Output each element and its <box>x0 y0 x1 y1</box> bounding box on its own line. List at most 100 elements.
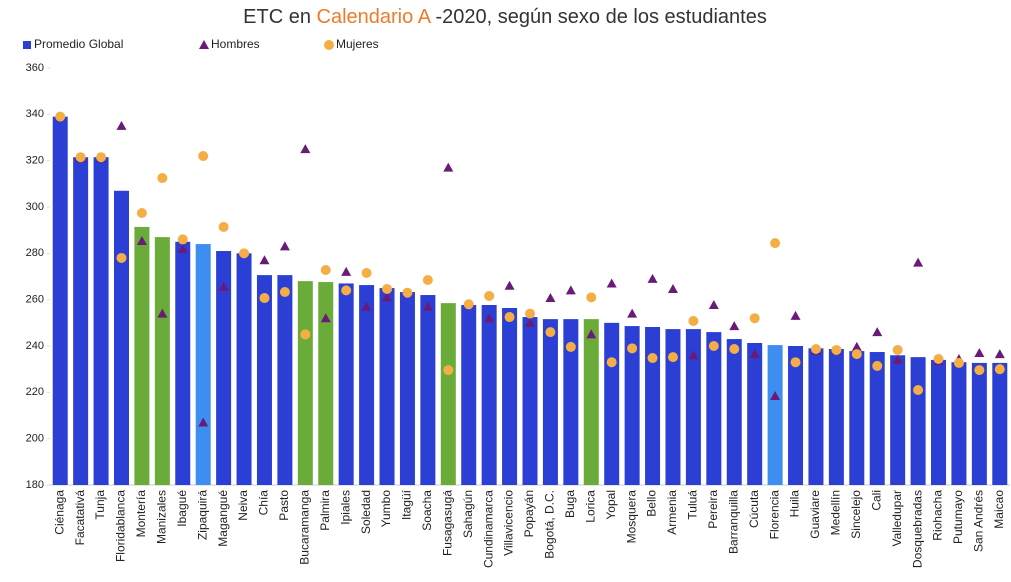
bar <box>685 329 701 485</box>
point <box>831 344 842 355</box>
x-tick-label: Sincelejo <box>849 490 863 539</box>
x-tick-label: Ibagué <box>175 490 189 527</box>
bar <box>869 352 885 485</box>
bar <box>216 251 232 485</box>
y-tick-label: 200 <box>26 433 44 445</box>
bar <box>910 357 926 485</box>
point <box>116 120 127 130</box>
point <box>463 299 474 310</box>
point <box>136 236 147 246</box>
bar <box>73 157 89 486</box>
bar <box>951 362 967 485</box>
point <box>606 357 617 368</box>
point <box>606 278 617 288</box>
x-tick-label: Soledad <box>359 490 373 534</box>
point <box>667 352 678 363</box>
point <box>259 293 270 304</box>
legend-swatch <box>199 40 209 49</box>
bar <box>522 317 538 485</box>
point <box>565 341 576 352</box>
x-tick-label: Manizales <box>155 490 169 544</box>
legend-label: Promedio Global <box>34 37 123 51</box>
point <box>177 234 188 245</box>
x-tick-label: Florencia <box>767 490 781 540</box>
x-tick-label: Valledupar <box>890 490 904 546</box>
point <box>279 241 290 251</box>
point <box>974 365 985 376</box>
bar <box>931 359 947 485</box>
point <box>361 268 372 279</box>
point <box>729 321 740 331</box>
point <box>484 313 495 323</box>
bar <box>624 326 640 485</box>
point <box>504 312 515 323</box>
bar <box>481 304 497 485</box>
bar <box>195 244 211 485</box>
point <box>647 273 658 283</box>
x-tick-label: San Andrés <box>972 490 986 552</box>
bar <box>420 295 436 485</box>
point <box>851 341 862 351</box>
bar <box>563 319 579 485</box>
point <box>994 364 1005 375</box>
point <box>525 317 535 327</box>
bar <box>849 351 865 485</box>
bar <box>338 283 354 485</box>
bar <box>399 292 415 485</box>
point <box>892 354 903 364</box>
bar <box>359 285 375 485</box>
x-tick-label: Pasto <box>277 490 291 521</box>
point <box>300 144 311 154</box>
x-tick-label: Tunja <box>93 490 107 520</box>
x-tick-label: Pereira <box>706 490 720 529</box>
point <box>402 287 413 298</box>
y-tick-label: 320 <box>26 155 44 167</box>
x-tick-label: Ipiales <box>338 490 352 525</box>
x-tick-label: Itagüí <box>400 489 414 520</box>
point <box>994 349 1005 359</box>
point <box>872 360 883 371</box>
bar <box>154 237 170 485</box>
bar <box>93 157 109 486</box>
bar <box>256 275 272 485</box>
point <box>279 287 290 298</box>
title-part: Calendario A <box>317 6 432 28</box>
point <box>157 308 168 318</box>
point <box>913 257 924 267</box>
point <box>770 391 781 401</box>
x-tick-label: Villavicencio <box>502 490 516 556</box>
x-tick-label: Soacha <box>420 490 434 531</box>
y-tick-label: 220 <box>26 386 44 398</box>
point <box>586 292 597 303</box>
bar <box>502 308 518 485</box>
x-tick-label: Medellín <box>829 490 843 535</box>
point <box>443 162 454 172</box>
point <box>136 208 147 219</box>
y-tick-label: 340 <box>26 108 44 120</box>
x-tick-label: Neiva <box>236 490 250 521</box>
point <box>259 255 270 265</box>
point <box>341 285 352 296</box>
point <box>729 344 740 355</box>
x-tick-label: Fusagasugá <box>440 490 454 556</box>
point <box>300 329 311 340</box>
point <box>75 152 86 163</box>
point <box>749 313 760 324</box>
point <box>627 343 638 354</box>
x-tick-label: Facatativá <box>73 490 87 546</box>
y-tick-label: 280 <box>26 247 44 259</box>
x-tick-label: Buga <box>563 490 577 518</box>
x-tick-label: Chía <box>257 490 271 516</box>
bar <box>379 288 395 485</box>
point <box>96 152 107 163</box>
x-tick-label: Zipaquirá <box>195 490 209 540</box>
x-tick-label: Sahagún <box>461 490 475 538</box>
x-tick-label: Cundinamarca <box>481 490 495 568</box>
x-tick-label: Guaviare <box>808 490 822 539</box>
point <box>933 353 944 364</box>
bar <box>665 329 681 485</box>
point <box>790 310 801 320</box>
point <box>177 243 188 253</box>
point <box>770 238 781 249</box>
